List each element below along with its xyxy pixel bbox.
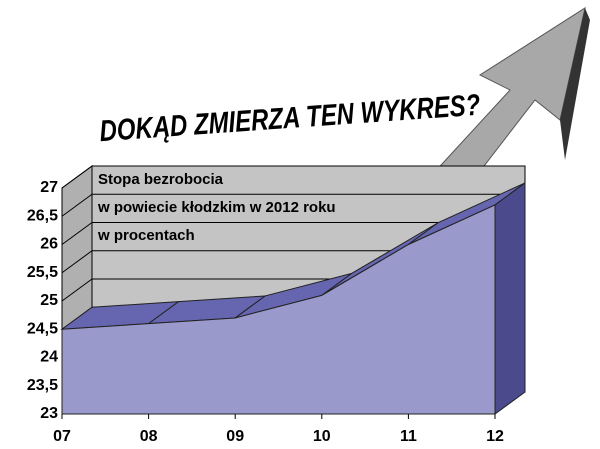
area-side xyxy=(494,181,526,415)
y-tick-label: 25 xyxy=(40,292,58,309)
y-tick-label: 23,5 xyxy=(27,377,58,394)
x-tick-label: 09 xyxy=(226,428,244,445)
x-tick-label: 10 xyxy=(313,428,331,445)
subtitle-line: w powiecie kłodzkim w 2012 roku xyxy=(97,199,336,216)
subtitle-line: Stopa bezrobocia xyxy=(98,171,224,188)
grid-line-side xyxy=(61,278,93,302)
y-tick-label: 27 xyxy=(40,179,58,196)
area xyxy=(61,204,496,415)
grid-line-side xyxy=(61,193,93,217)
grid-line-side xyxy=(61,165,93,189)
grid-line-side xyxy=(61,222,93,245)
y-tick-label: 25,5 xyxy=(27,264,58,281)
x-tick-label: 11 xyxy=(400,428,417,445)
y-tick-label: 24 xyxy=(40,349,58,366)
subtitle-line: w procentach xyxy=(97,227,195,244)
y-tick-label: 26 xyxy=(40,236,58,253)
y-tick-label: 24,5 xyxy=(27,320,58,337)
chart-title: DOKĄD ZMIERZA TEN WYKRES? xyxy=(98,87,481,148)
x-tick-label: 07 xyxy=(53,428,71,445)
arrow-shadow xyxy=(560,8,590,160)
x-tick-label: 08 xyxy=(140,428,158,445)
grid-line-side xyxy=(61,250,93,274)
y-tick-label: 26,5 xyxy=(27,207,58,224)
x-tick-label: 12 xyxy=(486,428,504,445)
y-tick-label: 23 xyxy=(40,405,58,422)
